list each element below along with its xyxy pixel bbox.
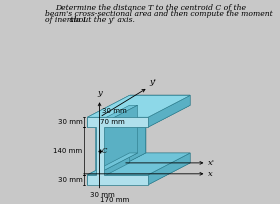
- Text: x': x': [208, 159, 215, 167]
- Text: 30 mm: 30 mm: [90, 192, 115, 198]
- Text: about the y' axis.: about the y' axis.: [67, 16, 135, 24]
- Text: y': y': [150, 78, 157, 86]
- Polygon shape: [87, 153, 129, 185]
- Polygon shape: [148, 95, 190, 127]
- Polygon shape: [104, 153, 190, 175]
- Text: beam's cross-sectional area and then compute the moment: beam's cross-sectional area and then com…: [45, 10, 272, 18]
- Text: Determine the distance T to the centroid C of the: Determine the distance T to the centroid…: [55, 4, 246, 12]
- Text: x: x: [208, 170, 213, 178]
- Polygon shape: [87, 163, 190, 185]
- Text: of inertia I: of inertia I: [45, 16, 85, 24]
- Text: 30 mm: 30 mm: [58, 119, 83, 125]
- Text: C: C: [102, 147, 107, 155]
- Text: 30 mm: 30 mm: [58, 177, 83, 183]
- Text: 140 mm: 140 mm: [53, 148, 83, 154]
- Polygon shape: [104, 105, 146, 175]
- Text: 170 mm: 170 mm: [100, 197, 130, 203]
- Polygon shape: [87, 117, 148, 185]
- Text: y: y: [97, 89, 102, 97]
- Polygon shape: [104, 105, 190, 127]
- Polygon shape: [87, 95, 129, 127]
- Polygon shape: [87, 105, 137, 127]
- Polygon shape: [95, 105, 137, 175]
- Polygon shape: [87, 95, 190, 117]
- Polygon shape: [87, 153, 137, 175]
- Polygon shape: [129, 95, 190, 163]
- Text: 70 mm: 70 mm: [100, 119, 125, 125]
- Text: 30 mm: 30 mm: [102, 108, 127, 114]
- Polygon shape: [148, 153, 190, 185]
